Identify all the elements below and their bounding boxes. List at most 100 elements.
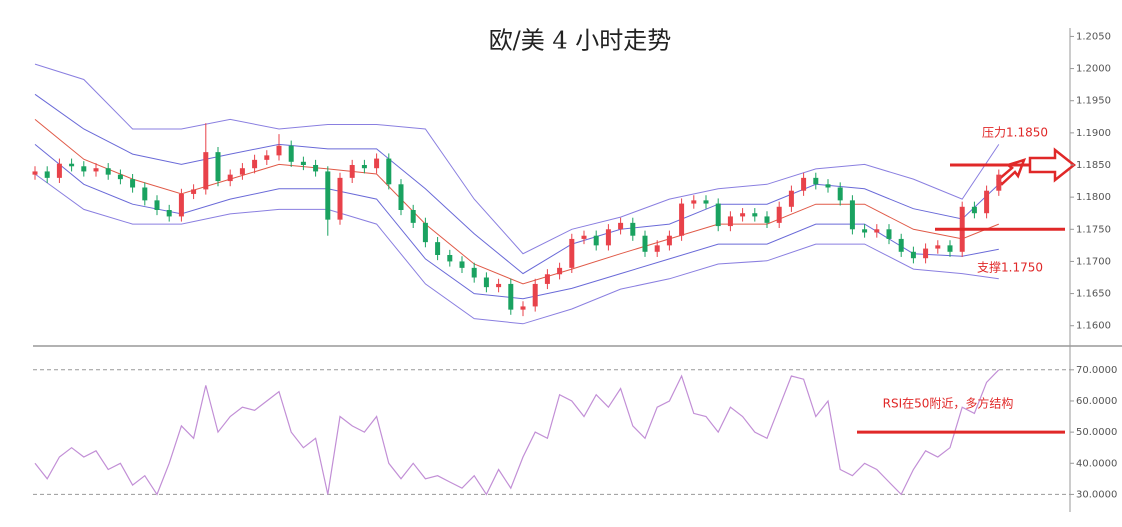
bollinger-band [34, 93, 1000, 275]
candle-body [849, 200, 855, 230]
candle-body [935, 245, 941, 249]
candle-body [471, 267, 477, 278]
candle-body [715, 203, 721, 227]
y-tick-label: 1.1700 [1076, 256, 1111, 267]
candle-body [886, 229, 892, 239]
candle-body [239, 168, 245, 175]
candle-body [691, 200, 697, 204]
candle-body [971, 206, 977, 214]
candle-body [898, 238, 904, 252]
annotation: RSI在50附近，多方结构 [883, 396, 1014, 411]
candle-body [581, 235, 587, 239]
candle-body [374, 158, 380, 169]
candle-body [557, 267, 563, 275]
candle-body [776, 206, 782, 223]
bollinger-band [34, 144, 999, 300]
candle-body [825, 184, 831, 188]
candle-body [874, 229, 880, 233]
candle-body [398, 184, 404, 210]
candle-body [252, 159, 258, 169]
candle-body [496, 283, 502, 288]
candle-body [996, 174, 1002, 191]
candle-body [288, 145, 294, 162]
candle-body [618, 222, 624, 230]
candle-body [386, 158, 392, 185]
candle-body [215, 152, 221, 182]
candle-body [227, 174, 233, 182]
candle-body [264, 155, 270, 160]
candle-body [422, 222, 428, 243]
candle-body [44, 171, 50, 178]
rsi-line [34, 369, 1000, 496]
candle-body [837, 187, 843, 201]
candle-body [813, 177, 819, 185]
y-tick-label: 1.1900 [1076, 128, 1111, 139]
candle-body [325, 171, 331, 220]
candle-body [569, 238, 575, 268]
candle-body [862, 229, 868, 233]
candle-body [105, 168, 111, 175]
candle-body [435, 242, 441, 255]
bollinger-band [34, 119, 999, 285]
arrow-large [1028, 147, 1077, 183]
bollinger-band [34, 173, 999, 325]
candle-body [532, 283, 538, 307]
y-tick-label: 1.2050 [1076, 31, 1111, 42]
candle-body [191, 189, 197, 194]
y-tick-label: 1.1650 [1076, 289, 1111, 300]
candle-body [166, 210, 172, 217]
y-tick-label: 70.0000 [1076, 365, 1117, 376]
candle-body [679, 203, 685, 236]
candle-body [459, 261, 465, 268]
candle-body [508, 283, 514, 310]
y-tick-label: 30.0000 [1076, 489, 1117, 500]
candle-body [654, 245, 660, 252]
candle-body [801, 177, 807, 191]
candle-body [642, 235, 648, 252]
candle-body [544, 274, 550, 284]
candle-body [93, 168, 99, 172]
y-tick-label: 1.1800 [1076, 192, 1111, 203]
annotation: 支撑1.1750 [977, 260, 1043, 275]
candle-body [349, 165, 355, 178]
candle-body [483, 277, 489, 288]
y-tick-label: 40.0000 [1076, 458, 1117, 469]
bollinger-band [34, 63, 1000, 255]
candle-body [300, 161, 306, 165]
candle-body [142, 187, 148, 201]
candle-body [178, 193, 184, 217]
annotation: 压力1.1850 [982, 126, 1048, 140]
candle-body [923, 248, 929, 259]
y-tick-label: 50.0000 [1076, 427, 1117, 438]
chart-title: 欧/美 4 小时走势 [489, 27, 672, 55]
y-tick-label: 60.0000 [1076, 396, 1117, 407]
candle-body [337, 177, 343, 220]
candle-body [130, 179, 136, 188]
y-tick-label: 1.1750 [1076, 224, 1111, 235]
candle-body [703, 200, 709, 204]
candle-body [276, 145, 282, 156]
candle-body [313, 165, 319, 172]
candle-body [605, 229, 611, 246]
candle-body [410, 210, 416, 223]
y-tick-label: 1.2000 [1076, 64, 1111, 75]
candle-body [593, 235, 599, 246]
candle-body [203, 152, 209, 190]
y-tick-label: 1.1850 [1076, 160, 1111, 171]
candle-body [154, 200, 160, 210]
candle-body [520, 306, 526, 310]
candle-body [910, 251, 916, 259]
candle-body [666, 235, 672, 246]
candle-body [752, 213, 758, 217]
candle-body [727, 216, 733, 227]
candle-body [740, 213, 746, 217]
y-tick-label: 1.1600 [1076, 321, 1111, 332]
candle-body [81, 166, 87, 172]
candle-body [630, 222, 636, 236]
candle-body [984, 190, 990, 214]
candle-body [361, 165, 367, 169]
candle-body [69, 163, 75, 167]
candle-body [947, 245, 953, 252]
